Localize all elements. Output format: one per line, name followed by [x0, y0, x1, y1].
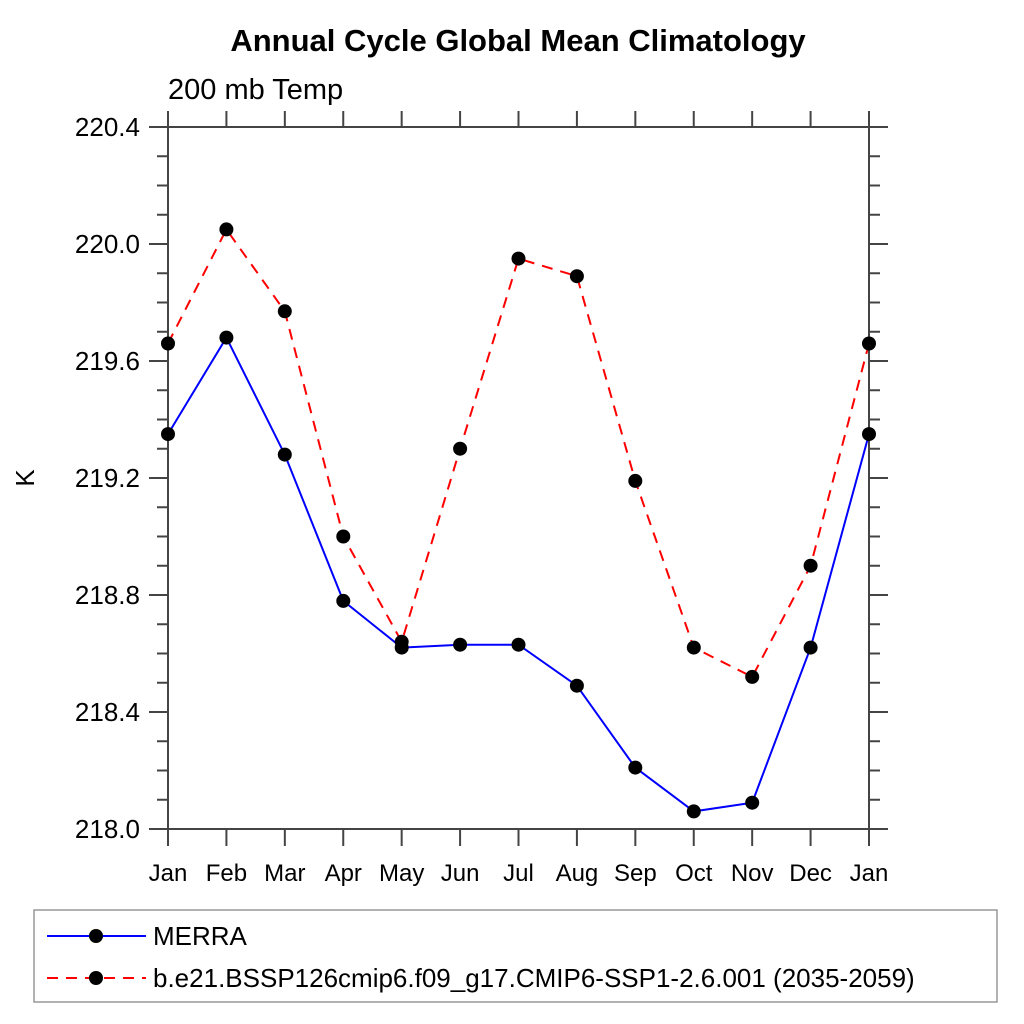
x-tick-label: Feb: [206, 860, 247, 887]
x-tick-label: Jul: [503, 860, 534, 887]
data-point-marker: [745, 795, 760, 810]
legend-label-merra: MERRA: [153, 921, 248, 951]
data-point-marker: [277, 447, 292, 462]
data-point-marker: [862, 427, 876, 442]
data-point-marker: [569, 269, 584, 284]
x-tick-label: Jan: [149, 860, 188, 887]
data-point-marker: [803, 558, 818, 573]
x-tick-label: Sep: [614, 860, 657, 887]
y-tick-label: 219.6: [75, 346, 140, 376]
data-point-marker: [686, 640, 701, 655]
data-point-marker: [628, 760, 643, 775]
x-tick-label: May: [379, 860, 424, 887]
data-point-marker: [803, 640, 818, 655]
legend: MERRA b.e21.BSSP126cmip6.f09_g17.CMIP6-S…: [33, 909, 998, 1003]
series-line-0: [167, 335, 870, 813]
chart-subtitle: 200 mb Temp: [168, 74, 343, 106]
legend-marker-merra: [89, 929, 103, 943]
plot-frame: [167, 126, 870, 830]
x-tick-label: Jan: [850, 860, 889, 887]
data-point-marker: [745, 669, 760, 684]
data-point-marker: [336, 593, 351, 608]
data-point-marker: [453, 637, 468, 652]
y-tick-label: 220.0: [75, 229, 140, 259]
x-tick-label: Nov: [731, 860, 774, 887]
series-line-1: [167, 227, 870, 679]
data-point-marker: [277, 304, 292, 319]
y-axis-label: K: [10, 469, 40, 487]
data-point-marker: [628, 473, 643, 488]
data-point-marker: [569, 678, 584, 693]
y-tick-label: 218.4: [75, 697, 140, 727]
x-tick-label: Apr: [325, 860, 362, 887]
legend-label-model: b.e21.BSSP126cmip6.f09_g17.CMIP6-SSP1-2.…: [153, 963, 915, 993]
y-tick-label: 220.4: [75, 112, 140, 142]
y-tick-label: 218.8: [75, 580, 140, 610]
chart-title: Annual Cycle Global Mean Climatology: [230, 23, 806, 58]
data-point-marker: [686, 804, 701, 819]
x-tick-label: Dec: [789, 860, 832, 887]
x-tick-label: Oct: [675, 860, 713, 887]
data-point-marker: [511, 251, 526, 266]
data-point-marker: [219, 330, 234, 345]
plot-area: 218.0 218.4 218.8 219.2 219.6 220.0 220.4 Jan Fe…: [75, 111, 888, 887]
data-point-marker: [394, 634, 409, 649]
y-tick-label: 219.2: [75, 463, 140, 493]
legend-box: [33, 909, 998, 1003]
data-point-marker: [862, 336, 876, 351]
data-point-marker: [219, 222, 234, 237]
x-tick-label: Aug: [556, 860, 599, 887]
x-tick-label: Mar: [264, 860, 305, 887]
data-point-marker: [161, 336, 175, 351]
legend-marker-model: [89, 971, 103, 985]
data-point-marker: [453, 441, 468, 456]
data-point-marker: [161, 427, 175, 442]
x-tick-label: Jun: [441, 860, 480, 887]
y-tick-label: 218.0: [75, 814, 140, 844]
data-point-marker: [336, 529, 351, 544]
data-point-marker: [511, 637, 526, 652]
